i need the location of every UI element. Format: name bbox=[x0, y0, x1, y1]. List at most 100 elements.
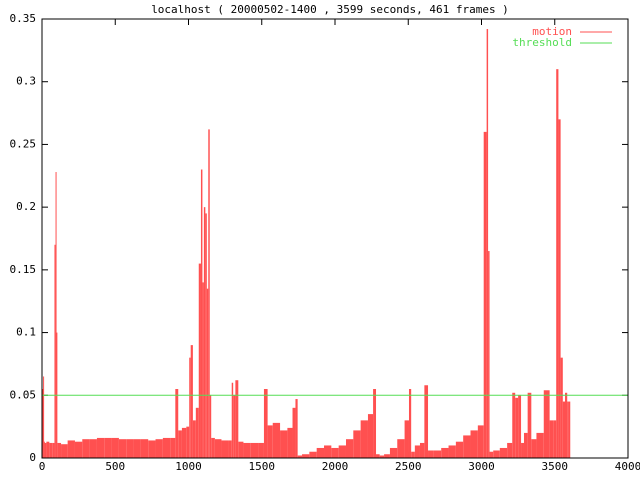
motion-bar bbox=[531, 439, 537, 458]
motion-bar bbox=[512, 392, 516, 458]
motion-bar bbox=[488, 251, 490, 458]
x-tick-label: 2500 bbox=[395, 460, 422, 473]
motion-bar bbox=[287, 427, 293, 458]
motion-bar bbox=[373, 389, 377, 458]
motion-bar bbox=[376, 454, 380, 458]
motion-bar bbox=[96, 437, 105, 458]
motion-bar bbox=[565, 392, 568, 458]
legend-label: threshold bbox=[512, 36, 572, 49]
motion-bar bbox=[67, 440, 75, 458]
motion-bar bbox=[338, 445, 346, 458]
motion-bar bbox=[543, 390, 550, 458]
motion-bar bbox=[324, 445, 332, 458]
motion-bar bbox=[489, 451, 494, 458]
motion-bar bbox=[433, 450, 442, 458]
motion-bar bbox=[272, 422, 281, 458]
motion-bar bbox=[408, 389, 412, 458]
motion-bar bbox=[200, 169, 203, 458]
motion-bar bbox=[316, 447, 325, 458]
motion-bar bbox=[186, 426, 190, 458]
motion-bar bbox=[345, 439, 354, 458]
motion-bar bbox=[231, 382, 234, 458]
motion-bar bbox=[49, 442, 53, 458]
motion-bar bbox=[428, 450, 434, 458]
motion-bar bbox=[493, 450, 500, 458]
motion-bar bbox=[558, 119, 561, 458]
x-tick-label: 0 bbox=[39, 460, 46, 473]
motion-bar bbox=[384, 454, 390, 458]
motion-bar bbox=[414, 445, 420, 458]
motion-bar bbox=[455, 441, 464, 458]
motion-bar bbox=[46, 441, 50, 458]
motion-bar bbox=[178, 430, 182, 458]
motion-bar bbox=[470, 430, 478, 458]
motion-bar bbox=[267, 425, 273, 458]
motion-bar bbox=[280, 430, 288, 458]
motion-bar bbox=[192, 420, 196, 458]
plot-frame bbox=[41, 18, 629, 459]
motion-bar bbox=[507, 442, 513, 458]
motion-bar bbox=[389, 447, 398, 458]
motion-bar bbox=[515, 397, 519, 458]
motion-bar bbox=[195, 407, 199, 458]
motion-bar bbox=[175, 389, 179, 458]
motion-bar bbox=[250, 442, 259, 458]
motion-bar bbox=[518, 395, 522, 458]
motion-bar bbox=[463, 435, 471, 458]
motion-bar bbox=[43, 441, 45, 458]
motion-bar bbox=[263, 389, 268, 458]
motion-bar bbox=[181, 427, 187, 458]
motion-bar bbox=[42, 389, 44, 458]
motion-bar bbox=[205, 213, 207, 458]
motion-bar bbox=[295, 399, 298, 458]
motion-bar bbox=[360, 420, 368, 458]
motion-bar bbox=[82, 439, 90, 458]
motion-bar bbox=[89, 439, 97, 458]
motion-bar bbox=[209, 395, 212, 458]
motion-bar bbox=[521, 442, 524, 458]
motion-bar bbox=[52, 442, 55, 458]
chart-title: localhost ( 20000502-1400 , 3599 seconds… bbox=[151, 3, 509, 16]
motion-bar bbox=[206, 288, 209, 458]
motion-bar bbox=[126, 439, 134, 458]
motion-bar bbox=[499, 447, 508, 458]
motion-bar bbox=[297, 455, 303, 458]
x-tick-label: 4000 bbox=[615, 460, 640, 473]
motion-bar bbox=[43, 376, 45, 458]
motion-bar bbox=[221, 440, 229, 458]
y-tick-label: 0.05 bbox=[10, 388, 37, 401]
motion-bar bbox=[155, 439, 163, 458]
motion-bar bbox=[556, 69, 559, 459]
motion-bar bbox=[148, 440, 156, 458]
x-tick-label: 500 bbox=[105, 460, 125, 473]
x-tick-label: 2000 bbox=[322, 460, 349, 473]
x-tick-label: 1000 bbox=[175, 460, 202, 473]
motion-bar bbox=[57, 442, 62, 458]
motion-bar bbox=[483, 131, 487, 458]
motion-bar bbox=[198, 263, 201, 458]
motion-bar bbox=[233, 395, 236, 458]
motion-bar bbox=[331, 447, 339, 458]
motion-bar bbox=[397, 439, 405, 458]
motion-bar bbox=[162, 437, 171, 458]
motion-bar bbox=[54, 244, 56, 458]
motion-bar bbox=[567, 401, 569, 458]
y-tick-label: 0.2 bbox=[16, 200, 36, 213]
y-tick-label: 0.35 bbox=[10, 12, 37, 25]
motion-bar bbox=[202, 282, 204, 458]
motion-bar bbox=[302, 454, 310, 458]
motion-bar bbox=[74, 441, 83, 458]
x-tick-label: 1500 bbox=[249, 460, 276, 473]
x-tick-label: 3500 bbox=[542, 460, 569, 473]
motion-bar bbox=[61, 444, 68, 458]
motion-bar bbox=[448, 445, 456, 458]
motion-bar bbox=[536, 432, 544, 458]
motion-bar bbox=[477, 425, 484, 458]
motion-bar bbox=[243, 442, 251, 458]
motion-bar bbox=[208, 129, 210, 458]
motion-bar bbox=[190, 345, 193, 458]
motion-bar bbox=[419, 442, 425, 458]
motion-bar bbox=[228, 440, 232, 458]
legend-label: motion bbox=[532, 25, 572, 38]
